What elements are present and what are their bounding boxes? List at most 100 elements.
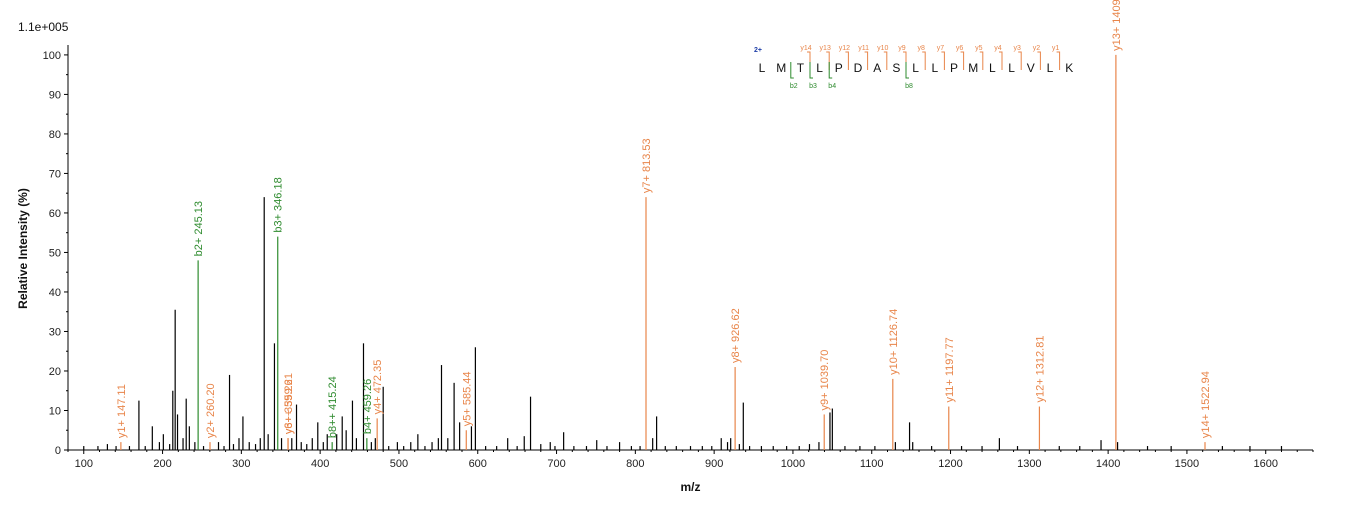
annotated-peaks: y1+ 147.11 b2+ 245.13 y2+ 260.20 b3+ 346.18… bbox=[116, 0, 1212, 450]
sequence-residue: A bbox=[873, 61, 881, 75]
x-tick-label: 1100 bbox=[860, 458, 884, 470]
y-ion-label: y11 bbox=[858, 45, 869, 52]
sequence-residue: L bbox=[1047, 61, 1054, 75]
x-axis-title: m/z bbox=[680, 480, 700, 494]
y-ion-label: y10 bbox=[877, 45, 888, 52]
x-tick-label: 400 bbox=[311, 458, 329, 470]
y-tick-label: 20 bbox=[49, 366, 61, 378]
sequence-residue: L bbox=[912, 61, 919, 75]
y-ion-label: y5 bbox=[975, 45, 983, 52]
y-tick-label: 40 bbox=[49, 287, 61, 299]
b-ion-bracket bbox=[905, 62, 909, 79]
x-tick-label: 700 bbox=[547, 458, 565, 470]
y-ion-label: y7 bbox=[937, 45, 945, 52]
y-ion-bracket bbox=[845, 51, 849, 70]
sequence-residue: M bbox=[968, 61, 978, 75]
x-tick-label: 1500 bbox=[1175, 458, 1199, 470]
y-ion-label: y4 bbox=[994, 45, 1002, 52]
y-ion-bracket bbox=[979, 51, 984, 70]
y-axis-title: Relative Intensity (%) bbox=[16, 188, 30, 309]
y-ion-bracket bbox=[999, 51, 1003, 70]
y-tick-label: 10 bbox=[49, 405, 61, 417]
peak-label: y6++ 359.21 bbox=[283, 373, 295, 434]
y-ion-label: y13 bbox=[820, 45, 831, 52]
y-ion-label: y1 bbox=[1052, 45, 1060, 52]
peak-label: y4+ 472.35 bbox=[372, 360, 384, 415]
x-tick-label: 200 bbox=[153, 458, 171, 470]
b-ion-label: b8 bbox=[905, 83, 913, 90]
y-ion-label: y3 bbox=[1013, 45, 1021, 52]
x-tick-label: 500 bbox=[390, 458, 408, 470]
y-ion-bracket bbox=[960, 51, 965, 70]
charge-state: 2+ bbox=[754, 47, 762, 54]
y-ion-bracket bbox=[1018, 51, 1022, 70]
x-tick-label: 1400 bbox=[1096, 458, 1120, 470]
y-tick-label: 80 bbox=[49, 129, 61, 141]
y-tick-label: 60 bbox=[49, 208, 61, 220]
sequence-residue: L bbox=[816, 61, 823, 75]
b-ion-label: b3 bbox=[809, 83, 817, 90]
peak-label: b2+ 245.13 bbox=[193, 201, 205, 256]
peak-label: y12+ 1312.81 bbox=[1034, 336, 1046, 403]
b-ion-label: b2 bbox=[790, 83, 798, 90]
sequence-residue: V bbox=[1027, 61, 1035, 75]
peak-label: b4+ 459.26 bbox=[362, 379, 374, 434]
y-ion-bracket bbox=[1037, 51, 1041, 70]
y-ion-bracket bbox=[922, 51, 926, 70]
y-tick-label: 30 bbox=[49, 326, 61, 338]
sequence-residue: S bbox=[892, 61, 900, 75]
sequence-residue: L bbox=[989, 61, 996, 75]
unannotated-peaks bbox=[83, 197, 1283, 450]
y-ion-bracket bbox=[864, 51, 869, 70]
sequence-residue: L bbox=[931, 61, 938, 75]
intensity-scale-max: 1.1e+005 bbox=[18, 20, 69, 34]
sequence-residue: D bbox=[854, 61, 863, 75]
y-ion-label: y9 bbox=[898, 45, 906, 52]
chart-axes: 100 200 300 400 500 600 700 800 900 1000 1100 1200 1… bbox=[43, 45, 1314, 470]
y-ion-label: y6 bbox=[956, 45, 964, 52]
x-tick-label: 1200 bbox=[938, 458, 962, 470]
peak-label: y5+ 585.44 bbox=[461, 371, 473, 426]
y-ion-bracket bbox=[1056, 51, 1061, 70]
peak-label: b8++ 415.24 bbox=[327, 376, 339, 438]
peak-label: y10+ 1126.74 bbox=[888, 309, 900, 375]
y-tick-label: 100 bbox=[43, 50, 61, 62]
sequence-residue: K bbox=[1065, 61, 1073, 75]
sequence-residue: L bbox=[759, 61, 766, 75]
x-tick-label: 1000 bbox=[781, 458, 805, 470]
peak-label: y9+ 1039.70 bbox=[819, 350, 831, 411]
sequence-residue: L bbox=[1008, 61, 1015, 75]
y-ion-bracket bbox=[941, 51, 945, 70]
x-tick-label: 800 bbox=[626, 458, 644, 470]
peak-label: y7+ 813.53 bbox=[641, 138, 653, 193]
peak-label: b3+ 346.18 bbox=[273, 177, 285, 232]
y-ion-label: y12 bbox=[839, 45, 850, 52]
x-tick-label: 900 bbox=[705, 458, 723, 470]
y-tick-label: 70 bbox=[49, 168, 61, 180]
y-ion-label: y14 bbox=[800, 45, 811, 52]
b-ion-bracket bbox=[790, 62, 794, 79]
peak-label: y14+ 1522.94 bbox=[1200, 371, 1212, 438]
y-ion-label: y2 bbox=[1033, 45, 1041, 52]
x-tick-label: 100 bbox=[75, 458, 93, 470]
b-ion-label: b4 bbox=[828, 83, 836, 90]
peak-label: y2+ 260.20 bbox=[205, 383, 217, 438]
x-tick-label: 300 bbox=[232, 458, 250, 470]
peak-label: y1+ 147.11 bbox=[116, 384, 128, 438]
x-tick-label: 1300 bbox=[1017, 458, 1041, 470]
y-tick-label: 90 bbox=[49, 89, 61, 101]
b-ion-bracket bbox=[809, 62, 813, 79]
x-tick-label: 600 bbox=[469, 458, 487, 470]
y-ion-bracket bbox=[883, 51, 888, 70]
peak-label: y11+ 1197.77 bbox=[944, 337, 956, 402]
sequence-residue: M bbox=[776, 61, 786, 75]
peak-label: y3+ 359.26 bbox=[283, 379, 295, 434]
sequence-residue: T bbox=[797, 61, 805, 75]
y-ion-label: y8 bbox=[917, 45, 925, 52]
x-tick-label: 1600 bbox=[1253, 458, 1277, 470]
y-tick-label: 0 bbox=[55, 445, 61, 457]
peak-label: y13+ 1409.86 bbox=[1111, 0, 1123, 51]
sequence-residue: P bbox=[950, 61, 958, 75]
